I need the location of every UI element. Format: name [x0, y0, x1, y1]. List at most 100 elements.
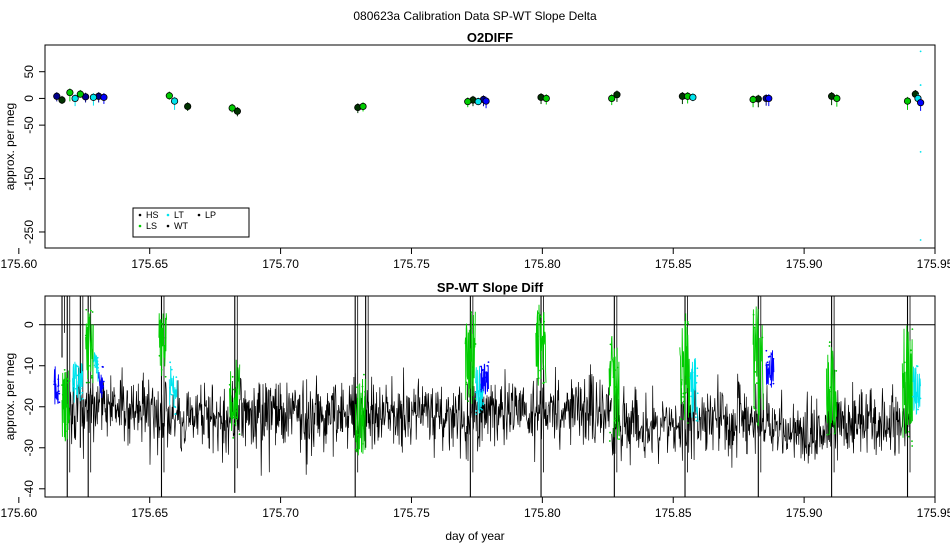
x-tick-label: 175.85 [655, 506, 692, 520]
data-point [693, 371, 696, 374]
data-point [475, 413, 477, 416]
data-point [90, 309, 92, 312]
data-point [917, 99, 925, 107]
data-point [88, 381, 90, 384]
data-point [914, 378, 917, 381]
data-point [100, 93, 108, 101]
data-point [828, 341, 831, 344]
data-point [696, 374, 699, 377]
data-point [680, 418, 682, 420]
x-tick-label: 175.70 [262, 257, 299, 271]
data-point [770, 353, 773, 356]
data-point [96, 356, 99, 359]
data-point [696, 392, 699, 395]
data-point [74, 387, 77, 390]
data-point [907, 435, 910, 438]
y-tick-label: 50 [22, 65, 36, 79]
data-point [354, 448, 357, 451]
data-point [914, 371, 917, 374]
data-point [909, 414, 912, 417]
data-point [91, 311, 94, 313]
calibration-trace [229, 359, 241, 432]
x-tick-label: 175.95 [917, 506, 950, 520]
data-point [903, 361, 906, 364]
data-point [361, 408, 364, 410]
data-point [89, 93, 98, 101]
data-point [618, 438, 620, 441]
data-point [919, 150, 922, 153]
data-point [53, 383, 56, 386]
y-tick-label: -250 [22, 220, 36, 244]
data-point [169, 361, 172, 364]
data-point [482, 402, 485, 404]
data-point [765, 94, 773, 103]
o2diff-panel: O2DIFF approx. per meg 175.60 175.65 175.70 1… [0, 30, 950, 271]
data-point [228, 104, 236, 112]
data-point [756, 423, 759, 425]
legend-marker [138, 213, 142, 217]
data-point [93, 364, 96, 367]
data-point [911, 395, 914, 398]
data-point [833, 432, 836, 435]
data-point [102, 380, 105, 383]
data-point [95, 355, 98, 358]
data-point [228, 383, 231, 386]
calibration-trace [679, 313, 691, 421]
data-point [609, 343, 612, 346]
calibration-trace [535, 304, 547, 386]
data-point [609, 431, 612, 434]
data-point [484, 376, 486, 379]
data-point [63, 369, 66, 371]
data-point [363, 373, 365, 376]
data-point [615, 386, 618, 388]
data-point [542, 94, 550, 103]
data-point [687, 323, 690, 325]
data-point [470, 311, 473, 314]
data-point [364, 390, 366, 393]
data-point [100, 386, 103, 389]
legend-marker [166, 224, 170, 228]
data-point [537, 312, 540, 314]
legend-label: HS [146, 210, 159, 220]
data-point [79, 393, 82, 396]
data-point [90, 376, 93, 379]
data-point [614, 417, 617, 420]
data-point [71, 94, 79, 103]
data-point [165, 92, 173, 100]
data-point [482, 369, 484, 371]
data-point [608, 440, 611, 442]
data-point [359, 102, 367, 111]
data-point [58, 392, 61, 395]
data-point [478, 411, 481, 414]
data-point [96, 360, 99, 363]
x-tick-label: 175.95 [917, 257, 950, 271]
x-tick-label: 175.60 [0, 257, 37, 271]
data-point [477, 403, 480, 405]
data-point [829, 386, 832, 389]
figure-title: 080623a Calibration Data SP-WT Slope Del… [353, 9, 597, 23]
data-point [765, 364, 768, 367]
data-point [168, 386, 171, 389]
y-tick-label: -150 [22, 166, 36, 190]
data-point [235, 410, 238, 413]
plot-area [45, 296, 935, 497]
data-point [53, 380, 56, 382]
data-point [66, 428, 69, 431]
data-point [81, 391, 84, 394]
data-point [78, 382, 81, 385]
y-axis-label: approx. per meg [3, 103, 17, 190]
legend-label: LT [174, 210, 184, 220]
data-point [830, 414, 832, 417]
x-tick-label: 175.75 [393, 506, 430, 520]
data-point [772, 357, 775, 360]
data-point [95, 371, 98, 374]
calibration-trace [61, 370, 71, 442]
y-tick-label: 0 [22, 321, 36, 328]
data-point [689, 376, 692, 379]
data-point [85, 308, 88, 311]
data-point [99, 381, 102, 383]
data-point [85, 323, 88, 326]
data-point [539, 338, 542, 341]
calibration-trace [158, 313, 168, 377]
calibration-trace [901, 325, 913, 438]
